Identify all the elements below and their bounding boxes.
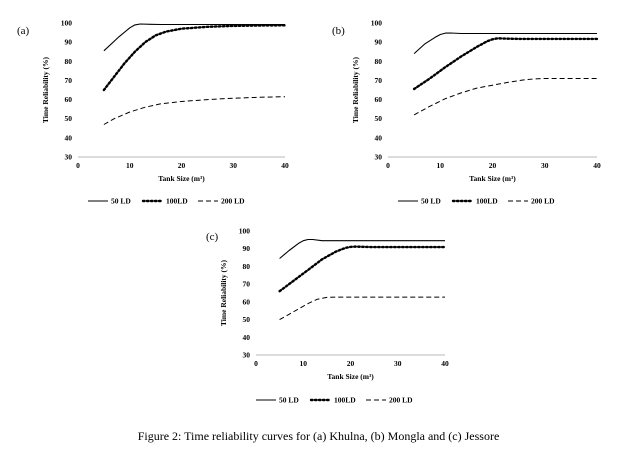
- y-tick-label: 50: [243, 315, 251, 324]
- y-tick-label: 40: [243, 333, 251, 342]
- y-tick-label: 60: [375, 95, 383, 104]
- y-tick-label: 80: [375, 57, 383, 66]
- y-tick-label: 90: [375, 38, 383, 47]
- y-tick-label: 60: [65, 95, 73, 104]
- x-tick-label: 40: [281, 161, 289, 170]
- y-tick-label: 30: [375, 153, 383, 162]
- x-axis-title: Tank Size (m³): [158, 174, 205, 183]
- y-tick-label: 30: [65, 153, 73, 162]
- legend-label-1: 50 LD: [111, 197, 131, 206]
- x-tick-label: 0: [386, 161, 390, 170]
- x-tick-label: 40: [593, 161, 601, 170]
- legend-label-3: 200 LD: [221, 197, 245, 206]
- y-tick-label: 100: [61, 19, 73, 28]
- y-tick-label: 70: [65, 76, 73, 85]
- x-tick-label: 30: [230, 161, 238, 170]
- legend-label-3: 200 LD: [389, 396, 413, 405]
- figure-caption: Figure 2: Time reliability curves for (a…: [137, 429, 500, 443]
- x-tick-label: 20: [178, 161, 186, 170]
- y-tick-label: 80: [65, 57, 73, 66]
- x-tick-label: 0: [76, 161, 80, 170]
- y-tick-label: 60: [243, 297, 251, 306]
- series-line-2: [102, 24, 287, 92]
- chart-panel-1: (b) 30 40 50 60 70 80 90 100 0 10 20 30 40 Tank Size (…: [332, 19, 601, 206]
- series-line-1: [413, 32, 597, 55]
- y-tick-label: 70: [243, 280, 251, 289]
- x-tick-label: 10: [437, 161, 445, 170]
- series-line-3: [279, 296, 445, 321]
- chart-panel-0: (a) 30 40 50 60 70 80 90 100 0 10 20 30 40 Tank Size (…: [17, 19, 289, 206]
- x-tick-label: 20: [347, 359, 355, 368]
- panel-label: (b): [332, 25, 345, 37]
- series-line-1: [279, 238, 445, 259]
- x-tick-label: 10: [300, 359, 308, 368]
- x-tick-label: 0: [254, 359, 258, 368]
- x-tick-label: 20: [489, 161, 497, 170]
- y-axis-title: Time Reliability (%): [41, 56, 50, 123]
- series-line-3: [103, 96, 286, 125]
- chart-panel-2: (c) 30 40 50 60 70 80 90 100 0 10 20 30 40 Tank Size (…: [206, 227, 449, 405]
- y-tick-label: 50: [65, 114, 73, 123]
- series-line-2: [412, 37, 599, 91]
- y-tick-label: 40: [375, 133, 383, 142]
- y-tick-label: 80: [243, 262, 251, 271]
- y-axis-title: Time Reliability (%): [351, 56, 360, 123]
- x-axis-title: Tank Size (m³): [469, 174, 516, 183]
- y-tick-label: 40: [65, 133, 73, 142]
- legend-label-1: 50 LD: [421, 197, 441, 206]
- series-line-3: [413, 78, 597, 116]
- y-tick-label: 90: [243, 244, 251, 253]
- legend-label-2: 100LD: [166, 197, 188, 206]
- legend-label-3: 200 LD: [531, 197, 555, 206]
- y-tick-label: 30: [243, 351, 251, 360]
- series-line-2: [278, 245, 447, 293]
- panel-label: (c): [206, 231, 219, 243]
- x-tick-label: 30: [394, 359, 402, 368]
- legend-label-2: 100LD: [334, 396, 356, 405]
- y-tick-label: 100: [371, 19, 383, 28]
- y-tick-label: 70: [375, 76, 383, 85]
- x-tick-label: 10: [126, 161, 134, 170]
- y-tick-label: 50: [375, 114, 383, 123]
- panel-label: (a): [17, 25, 30, 37]
- y-tick-label: 90: [65, 38, 73, 47]
- x-tick-label: 40: [441, 359, 449, 368]
- legend-label-2: 100LD: [476, 197, 498, 206]
- y-tick-label: 100: [239, 227, 251, 236]
- series-line-1: [103, 23, 285, 52]
- legend-label-1: 50 LD: [279, 396, 299, 405]
- x-tick-label: 30: [541, 161, 549, 170]
- y-axis-title: Time Reliability (%): [219, 259, 228, 326]
- x-axis-title: Tank Size (m³): [327, 372, 374, 381]
